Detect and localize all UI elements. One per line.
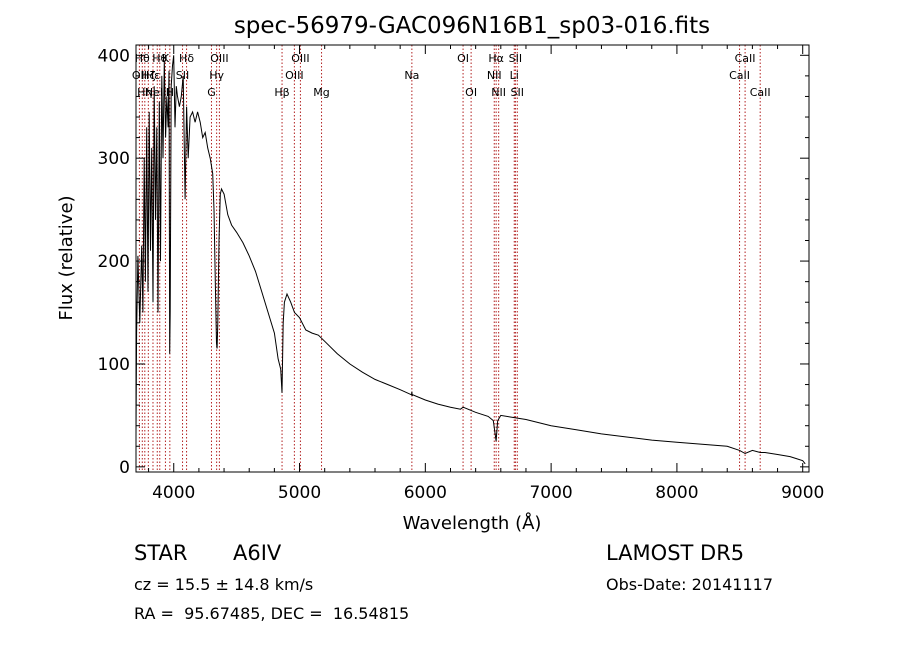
spectral-line-label: Hδ xyxy=(179,52,194,65)
x-tick-label: 9000 xyxy=(781,483,824,503)
y-tick-label: 200 xyxy=(98,252,130,272)
spectral-line-label: Hα xyxy=(488,52,504,65)
x-tick-label: 4000 xyxy=(152,483,195,503)
spectral-line-label: NII xyxy=(487,69,502,82)
coordinates: RA = 95.67485, DEC = 16.54815 xyxy=(134,604,410,623)
redshift-value: cz = 15.5 ± 14.8 km/s xyxy=(134,575,314,594)
chart-title: spec-56979-GAC096N16B1_sp03-016.fits xyxy=(234,13,710,39)
spectral-line-label: SII xyxy=(176,69,189,82)
spectral-line-label: Hθ xyxy=(135,52,150,65)
x-tick-label: 7000 xyxy=(529,483,572,503)
observation-date: Obs-Date: 20141117 xyxy=(606,575,774,594)
y-tick-label: 400 xyxy=(98,46,130,66)
spectral-line-label: Hγ xyxy=(209,69,224,82)
spectral-line-label: Hθ xyxy=(152,52,167,65)
x-tick-label: 6000 xyxy=(404,483,447,503)
plot-frame xyxy=(135,44,810,473)
y-axis-ticks: 0 100 200 300 400 xyxy=(98,46,809,478)
spectral-line-label: CaII xyxy=(735,52,756,65)
spectral-line-label: Hε xyxy=(146,69,160,82)
x-tick-label: 5000 xyxy=(278,483,321,503)
y-axis-label: Flux (relative) xyxy=(56,195,77,320)
spectral-line-label: G xyxy=(207,86,216,99)
spectral-lines xyxy=(138,45,761,472)
spectral-line-label: Mg xyxy=(313,86,329,99)
spectral-line-label: Hβ xyxy=(274,86,289,99)
x-axis-ticks: 4000 5000 6000 7000 8000 9000 xyxy=(148,45,824,503)
spectral-line-labels: OIIHθHηHζHεNeIIIHθKHSIIHδGHγOIIIHβOIIIOI… xyxy=(132,52,771,99)
spectral-line-label: NII xyxy=(491,86,506,99)
spectral-line-label: OI xyxy=(457,52,469,65)
survey-name: LAMOST DR5 xyxy=(606,541,745,565)
spectral-line-label: K xyxy=(162,52,170,65)
spectral-line-label: H xyxy=(166,86,174,99)
x-tick-label: 8000 xyxy=(655,483,698,503)
spectral-line-label: Hη xyxy=(137,86,152,99)
spectral-line-label: Hζ xyxy=(141,69,155,82)
spectral-line-label: Na xyxy=(404,69,419,82)
spectral-line-label: OIII xyxy=(291,52,309,65)
spectral-line-label: OIII xyxy=(285,69,303,82)
spectral-line-label: Li xyxy=(510,69,519,82)
x-axis-label: Wavelength (Å) xyxy=(403,512,542,534)
y-tick-label: 300 xyxy=(98,149,130,169)
spectral-line-label: SII xyxy=(509,52,522,65)
spectral-line-label: OIII xyxy=(210,52,228,65)
y-tick-label: 0 xyxy=(119,458,130,478)
spectral-line-label: CaII xyxy=(729,69,750,82)
object-class: STAR xyxy=(134,541,188,565)
spectrum-series-line xyxy=(135,55,806,465)
object-subclass: A6IV xyxy=(233,541,282,565)
y-tick-label: 100 xyxy=(98,355,130,375)
spectral-line-label: CaII xyxy=(750,86,771,99)
spectral-line-label: SII xyxy=(511,86,524,99)
spectral-line-label: OI xyxy=(465,86,477,99)
